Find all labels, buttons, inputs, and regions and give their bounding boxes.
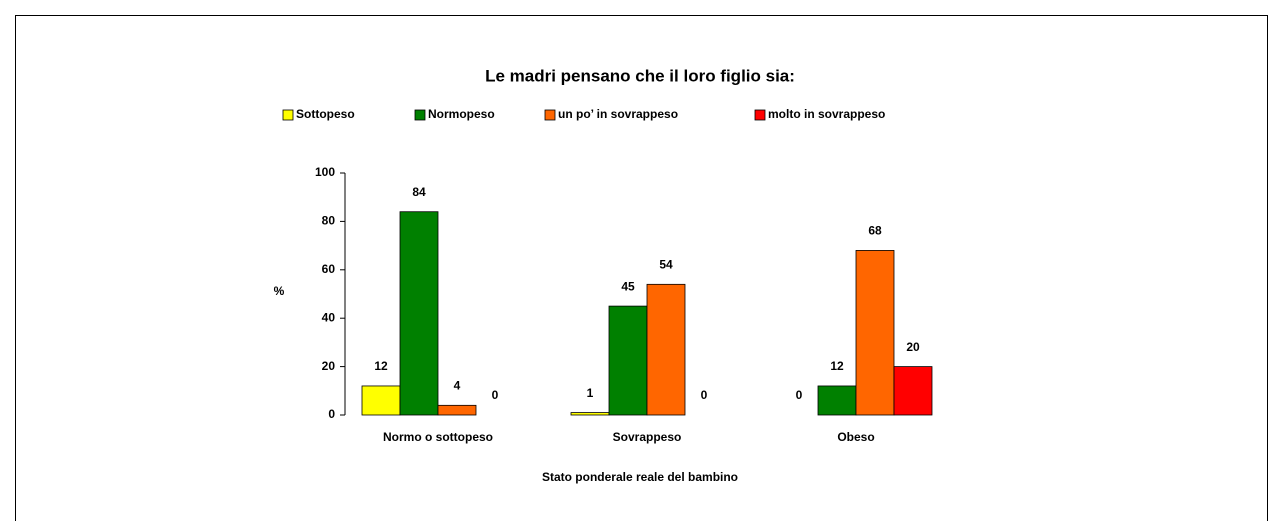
legend-swatch xyxy=(414,109,426,121)
chart-title: Le madri pensano che il loro figlio sia: xyxy=(485,66,795,85)
x-axis-label: Stato ponderale reale del bambino xyxy=(542,470,738,484)
bar xyxy=(399,211,439,416)
bar xyxy=(570,412,610,416)
bar xyxy=(855,250,895,416)
value-label: 12 xyxy=(374,359,388,373)
bar xyxy=(608,305,648,416)
bar xyxy=(893,366,933,416)
legend-swatch xyxy=(544,109,556,121)
value-label: 0 xyxy=(796,388,803,402)
value-label: 4 xyxy=(454,378,461,392)
legend-label: Normopeso xyxy=(428,107,495,121)
y-axis-label: % xyxy=(274,284,285,298)
y-tick-label: 100 xyxy=(315,165,335,179)
legend-swatch xyxy=(282,109,294,121)
bar xyxy=(817,385,857,416)
legend-label: molto in sovrappeso xyxy=(768,107,885,121)
legend-label: Sottopeso xyxy=(296,107,355,121)
legend-swatch xyxy=(754,109,766,121)
value-label: 68 xyxy=(868,224,882,238)
frame xyxy=(15,15,1268,521)
y-tick-label: 80 xyxy=(322,214,336,228)
value-label: 45 xyxy=(621,279,635,293)
x-tick-label: Sovrappeso xyxy=(613,430,682,444)
y-tick-label: 20 xyxy=(322,359,336,373)
x-tick-label: Obeso xyxy=(837,430,874,444)
bar xyxy=(646,283,686,416)
value-label: 84 xyxy=(412,185,426,199)
value-label: 1 xyxy=(587,386,594,400)
value-label: 54 xyxy=(659,257,673,271)
bar xyxy=(437,404,477,416)
value-label: 20 xyxy=(906,340,920,354)
legend-label: un po’ in sovrappeso xyxy=(558,107,678,121)
value-label: 0 xyxy=(492,388,499,402)
y-tick-label: 60 xyxy=(322,262,336,276)
x-tick-label: Normo o sottopeso xyxy=(383,430,493,444)
value-label: 0 xyxy=(701,388,708,402)
bar xyxy=(361,385,401,416)
y-tick-label: 0 xyxy=(328,407,335,421)
y-tick-label: 40 xyxy=(322,310,336,324)
value-label: 12 xyxy=(830,359,844,373)
